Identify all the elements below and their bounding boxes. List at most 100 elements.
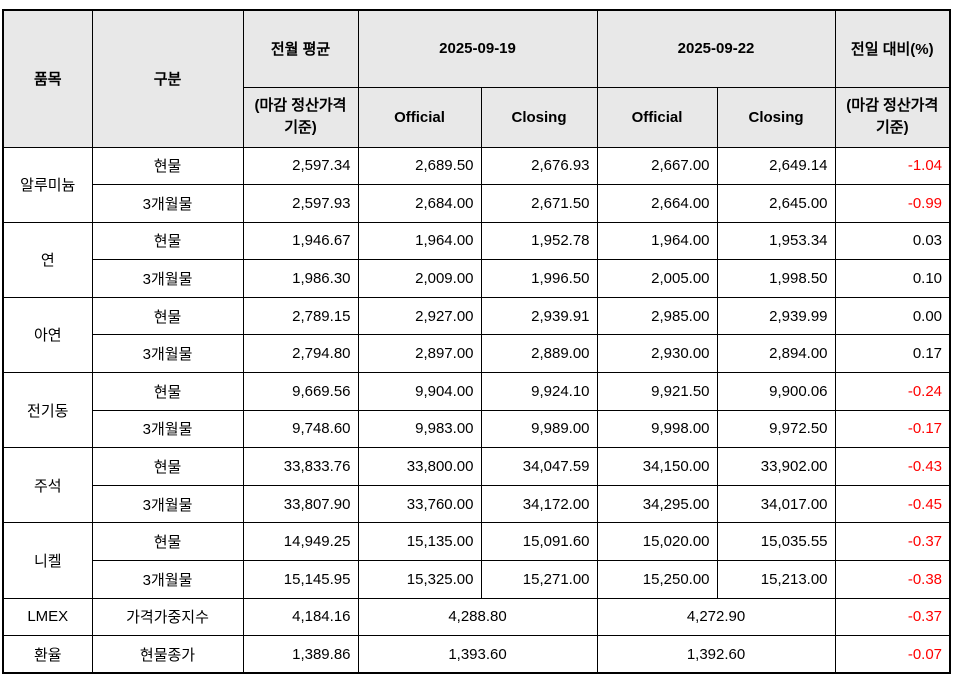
change-cell: 0.00 [834, 296, 951, 336]
d1-closing-cell: 2,676.93 [480, 146, 598, 186]
col-header-item: 품목 [2, 9, 93, 148]
d1-closing-cell: 2,939.91 [480, 296, 598, 336]
d1-official-cell: 15,135.00 [357, 522, 482, 562]
col-header-d2-official: Official [596, 86, 718, 148]
change-cell: 0.17 [834, 334, 951, 374]
d2-official-cell: 15,250.00 [596, 560, 718, 599]
prev-avg-cell: 2,794.80 [242, 334, 359, 374]
change-cell: -1.04 [834, 146, 951, 186]
category-cell: 3개월물 [91, 560, 244, 599]
item-cell: 연 [2, 221, 93, 298]
d2-official-cell: 2,985.00 [596, 296, 718, 336]
table-row-fx: 환율 현물종가 1,389.86 1,393.60 1,392.60 -0.07 [2, 635, 951, 674]
d1-closing-cell: 34,172.00 [480, 484, 598, 524]
d2-closing-cell: 1,953.34 [716, 221, 836, 261]
d2-official-cell: 2,930.00 [596, 334, 718, 374]
category-cell: 현물 [91, 146, 244, 186]
d1-official-cell: 2,689.50 [357, 146, 482, 186]
prev-avg-cell: 9,669.56 [242, 372, 359, 411]
item-cell: 니켈 [2, 522, 93, 599]
item-cell: 전기동 [2, 372, 93, 449]
d2-merged-cell: 4,272.90 [596, 597, 836, 637]
prev-avg-cell: 2,597.34 [242, 146, 359, 186]
d2-closing-cell: 2,894.00 [716, 334, 836, 374]
d1-closing-cell: 1,952.78 [480, 221, 598, 261]
change-cell: 0.03 [834, 221, 951, 261]
d1-official-cell: 1,964.00 [357, 221, 482, 261]
d1-closing-cell: 2,889.00 [480, 334, 598, 374]
item-cell: LMEX [2, 597, 93, 637]
table-row: 주석 현물 33,833.76 33,800.00 34,047.59 34,1… [2, 447, 951, 524]
d2-merged-cell: 1,392.60 [596, 635, 836, 674]
table-row-lmex: LMEX 가격가중지수 4,184.16 4,288.80 4,272.90 -… [2, 597, 951, 637]
category-cell: 가격가중지수 [91, 597, 244, 637]
col-header-category: 구분 [91, 9, 244, 148]
table-row: 3개월물 15,145.95 15,325.00 15,271.00 15,25… [3, 560, 951, 599]
change-sub-text: (마감 정산가격 기준) [846, 97, 939, 136]
table-header: 품목 구분 전월 평균 2025-09-19 2025-09-22 전일 대비(… [2, 9, 951, 148]
category-cell: 3개월물 [91, 409, 244, 449]
d2-official-cell: 15,020.00 [596, 522, 718, 562]
d2-closing-cell: 34,017.00 [716, 484, 836, 524]
d2-official-cell: 9,921.50 [596, 372, 718, 411]
col-header-d2-closing: Closing [716, 86, 836, 148]
change-cell: 0.10 [834, 259, 951, 298]
table-row: 3개월물 1,986.30 2,009.00 1,996.50 2,005.00… [3, 259, 951, 298]
category-cell: 3개월물 [91, 484, 244, 524]
item-cell: 환율 [2, 635, 93, 674]
prev-avg-cell: 33,833.76 [242, 447, 359, 486]
prev-avg-cell: 1,946.67 [242, 221, 359, 261]
change-cell: -0.17 [834, 409, 951, 449]
category-cell: 현물 [91, 522, 244, 562]
d1-merged-cell: 1,393.60 [357, 635, 598, 674]
d1-official-cell: 2,684.00 [357, 184, 482, 223]
change-cell: -0.24 [834, 372, 951, 411]
col-header-prev-avg-title: 전월 평균 [242, 9, 359, 88]
d1-merged-cell: 4,288.80 [357, 597, 598, 637]
d1-official-cell: 2,009.00 [357, 259, 482, 298]
d2-closing-cell: 1,998.50 [716, 259, 836, 298]
lme-price-table: 품목 구분 전월 평균 2025-09-19 2025-09-22 전일 대비(… [2, 9, 952, 675]
table-row: 3개월물 33,807.90 33,760.00 34,172.00 34,29… [3, 484, 951, 524]
d2-closing-cell: 2,649.14 [716, 146, 836, 186]
d2-official-cell: 2,667.00 [596, 146, 718, 186]
d2-closing-cell: 33,902.00 [716, 447, 836, 486]
change-cell: -0.37 [834, 522, 951, 562]
d1-closing-cell: 15,091.60 [480, 522, 598, 562]
d2-official-cell: 2,005.00 [596, 259, 718, 298]
d2-closing-cell: 2,939.99 [716, 296, 836, 336]
d1-closing-cell: 2,671.50 [480, 184, 598, 223]
d2-official-cell: 34,295.00 [596, 484, 718, 524]
table-row: 연 현물 1,946.67 1,964.00 1,952.78 1,964.00… [2, 221, 951, 298]
prev-avg-cell: 4,184.16 [242, 597, 359, 637]
prev-avg-cell: 2,597.93 [242, 184, 359, 223]
d2-official-cell: 34,150.00 [596, 447, 718, 486]
change-cell: -0.07 [834, 635, 951, 674]
d2-closing-cell: 2,645.00 [716, 184, 836, 223]
table-row: 전기동 현물 9,669.56 9,904.00 9,924.10 9,921.… [2, 372, 951, 449]
header-row-1: 품목 구분 전월 평균 2025-09-19 2025-09-22 전일 대비(… [2, 9, 951, 148]
category-cell: 현물 [91, 296, 244, 336]
d1-official-cell: 9,983.00 [357, 409, 482, 449]
category-cell: 현물 [91, 221, 244, 261]
change-cell: -0.45 [834, 484, 951, 524]
d1-official-cell: 33,800.00 [357, 447, 482, 486]
d1-official-cell: 9,904.00 [357, 372, 482, 411]
prev-avg-sub-text: (마감 정산가격 기준) [254, 97, 347, 136]
prev-avg-cell: 1,389.86 [242, 635, 359, 674]
d1-official-cell: 33,760.00 [357, 484, 482, 524]
col-header-d1-closing: Closing [480, 86, 598, 148]
category-cell: 현물종가 [91, 635, 244, 674]
col-header-date1: 2025-09-19 [357, 9, 598, 88]
table-row: 3개월물 9,748.60 9,983.00 9,989.00 9,998.00… [3, 409, 951, 449]
col-header-change-title: 전일 대비(%) [834, 9, 951, 88]
prev-avg-cell: 1,986.30 [242, 259, 359, 298]
d2-official-cell: 2,664.00 [596, 184, 718, 223]
d1-closing-cell: 15,271.00 [480, 560, 598, 599]
change-cell: -0.99 [834, 184, 951, 223]
category-cell: 3개월물 [91, 334, 244, 374]
prev-avg-cell: 2,789.15 [242, 296, 359, 336]
category-cell: 3개월물 [91, 259, 244, 298]
d1-closing-cell: 34,047.59 [480, 447, 598, 486]
prev-avg-cell: 14,949.25 [242, 522, 359, 562]
